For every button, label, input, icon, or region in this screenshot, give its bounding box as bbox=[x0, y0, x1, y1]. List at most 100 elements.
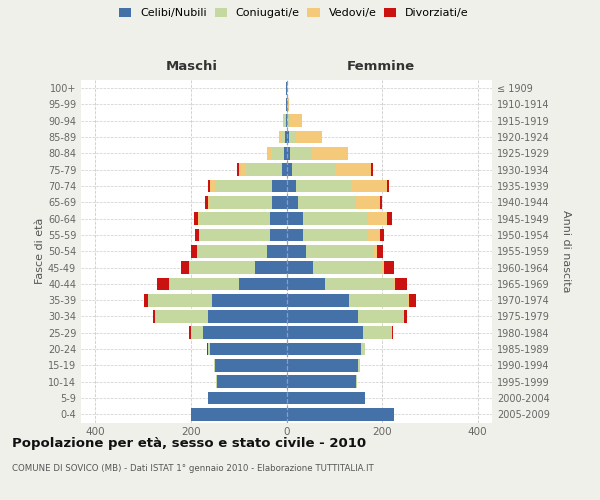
Bar bbox=[287, 261, 313, 274]
Bar bbox=[287, 376, 356, 388]
Bar bbox=[208, 392, 287, 404]
Bar bbox=[287, 147, 290, 160]
Bar bbox=[181, 261, 188, 274]
Bar bbox=[303, 212, 368, 225]
Bar bbox=[169, 278, 239, 290]
Bar bbox=[287, 180, 296, 192]
Bar bbox=[395, 278, 407, 290]
Bar bbox=[290, 147, 312, 160]
Bar bbox=[409, 294, 416, 306]
Text: Popolazione per età, sesso e stato civile - 2010: Popolazione per età, sesso e stato civil… bbox=[12, 438, 366, 450]
Bar bbox=[268, 245, 287, 258]
Bar bbox=[298, 196, 356, 208]
Bar bbox=[287, 342, 361, 355]
Bar bbox=[282, 164, 287, 176]
Bar bbox=[210, 180, 215, 192]
Bar bbox=[287, 212, 303, 225]
Bar bbox=[313, 261, 382, 274]
Bar bbox=[270, 212, 287, 225]
Bar bbox=[286, 114, 287, 127]
Bar bbox=[287, 245, 305, 258]
Bar bbox=[312, 147, 347, 160]
Bar bbox=[279, 130, 281, 143]
Bar bbox=[281, 130, 285, 143]
Bar bbox=[237, 164, 239, 176]
Bar bbox=[191, 326, 203, 339]
Bar bbox=[268, 147, 272, 160]
Bar bbox=[351, 180, 387, 192]
Bar bbox=[358, 359, 359, 372]
Bar bbox=[283, 114, 284, 127]
Bar bbox=[287, 196, 298, 208]
Bar bbox=[303, 228, 368, 241]
Bar bbox=[272, 196, 287, 208]
Bar bbox=[215, 180, 272, 192]
Bar bbox=[358, 310, 404, 323]
Text: Femmine: Femmine bbox=[347, 60, 415, 73]
Text: COMUNE DI SOVICO (MB) - Dati ISTAT 1° gennaio 2010 - Elaborazione TUTTITALIA.IT: COMUNE DI SOVICO (MB) - Dati ISTAT 1° ge… bbox=[12, 464, 374, 473]
Bar bbox=[387, 180, 389, 192]
Bar bbox=[287, 164, 292, 176]
Bar bbox=[371, 164, 373, 176]
Bar bbox=[287, 326, 363, 339]
Bar bbox=[210, 196, 272, 208]
Bar bbox=[157, 278, 169, 290]
Bar bbox=[377, 245, 383, 258]
Bar bbox=[368, 212, 387, 225]
Bar bbox=[272, 147, 284, 160]
Bar bbox=[239, 164, 246, 176]
Bar bbox=[214, 359, 215, 372]
Bar bbox=[152, 310, 155, 323]
Bar bbox=[361, 342, 365, 355]
Bar bbox=[368, 228, 380, 241]
Bar bbox=[296, 130, 322, 143]
Bar bbox=[380, 196, 382, 208]
Bar bbox=[356, 196, 380, 208]
Bar bbox=[215, 359, 287, 372]
Bar bbox=[256, 261, 287, 274]
Bar bbox=[335, 164, 371, 176]
Bar bbox=[284, 147, 287, 160]
Bar bbox=[148, 294, 212, 306]
Bar bbox=[394, 278, 395, 290]
Bar bbox=[284, 114, 286, 127]
Bar bbox=[200, 228, 270, 241]
Bar bbox=[305, 245, 373, 258]
Bar bbox=[239, 278, 287, 290]
Bar bbox=[287, 294, 349, 306]
Y-axis label: Fasce di età: Fasce di età bbox=[35, 218, 45, 284]
Bar bbox=[200, 212, 270, 225]
Bar bbox=[191, 245, 197, 258]
Bar bbox=[208, 196, 210, 208]
Bar bbox=[246, 164, 282, 176]
Bar bbox=[287, 310, 358, 323]
Bar bbox=[287, 114, 290, 127]
Bar bbox=[356, 376, 357, 388]
Bar bbox=[208, 180, 210, 192]
Bar bbox=[380, 228, 385, 241]
Bar bbox=[287, 130, 289, 143]
Bar bbox=[217, 376, 287, 388]
Bar bbox=[385, 261, 394, 274]
Bar bbox=[292, 164, 335, 176]
Bar bbox=[216, 376, 217, 388]
Bar bbox=[195, 228, 199, 241]
Bar bbox=[349, 294, 409, 306]
Bar bbox=[287, 228, 303, 241]
Bar bbox=[197, 245, 198, 258]
Bar bbox=[155, 310, 208, 323]
Bar bbox=[287, 392, 365, 404]
Bar bbox=[382, 261, 385, 274]
Bar bbox=[203, 326, 287, 339]
Bar bbox=[212, 294, 287, 306]
Bar bbox=[206, 342, 208, 355]
Bar bbox=[198, 212, 200, 225]
Text: Maschi: Maschi bbox=[166, 60, 218, 73]
Bar bbox=[287, 359, 358, 372]
Bar bbox=[144, 294, 148, 306]
Bar bbox=[190, 326, 191, 339]
Bar bbox=[404, 310, 407, 323]
Y-axis label: Anni di nascita: Anni di nascita bbox=[561, 210, 571, 292]
Bar bbox=[285, 130, 287, 143]
Bar bbox=[287, 278, 325, 290]
